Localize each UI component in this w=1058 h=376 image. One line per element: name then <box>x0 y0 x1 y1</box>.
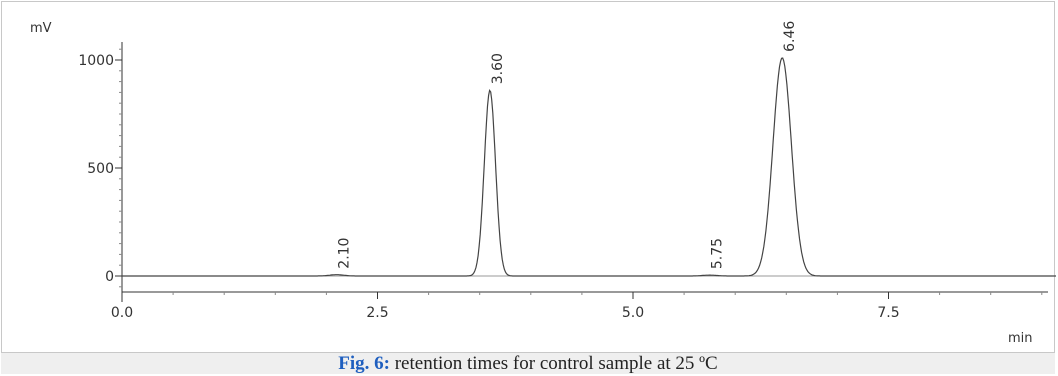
y-axis-label: mV <box>30 21 52 36</box>
figure-caption: Fig. 6: retention times for control samp… <box>1 352 1055 374</box>
caption-text: retention times for control sample at 25… <box>389 353 718 374</box>
caption-label: Fig. 6: <box>338 353 390 374</box>
x-axis: 0.02.55.07.510.012.515.017.5 <box>111 291 1048 321</box>
y-tick-label: 1000 <box>78 53 114 69</box>
peak-label: 6.46 <box>782 21 798 52</box>
x-tick-label: 0.0 <box>111 305 133 321</box>
y-axis: 0 500 1000 <box>78 42 123 302</box>
peak-label: 3.60 <box>490 53 506 84</box>
peak-label: 5.75 <box>710 238 726 269</box>
x-tick-label: 2.5 <box>366 305 388 321</box>
x-tick-label: 7.5 <box>877 305 899 321</box>
chromatogram-traces <box>122 57 1056 277</box>
chromatogram-trace <box>122 57 1056 277</box>
peak-labels: 2.103.605.756.4611.16 <box>337 21 799 270</box>
y-tick-label: 500 <box>87 161 114 177</box>
x-tick-label: 5.0 <box>622 305 644 321</box>
x-axis-label: min <box>1008 331 1033 346</box>
peak-label: 2.10 <box>337 238 353 269</box>
y-tick-label: 0 <box>105 269 114 285</box>
